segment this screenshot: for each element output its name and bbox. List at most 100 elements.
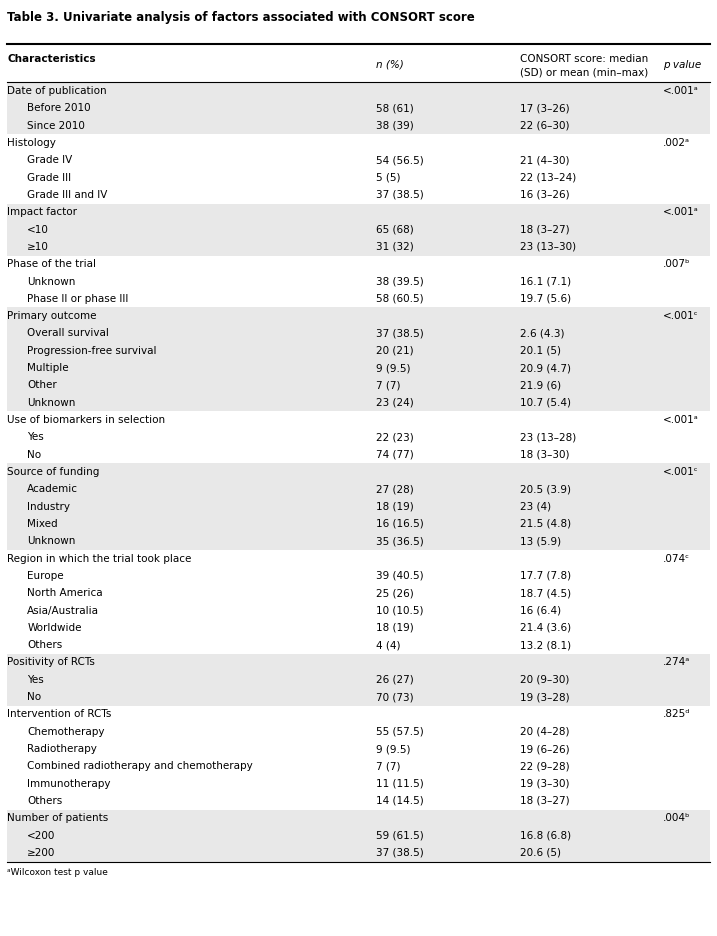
Text: 21.4 (3.6): 21.4 (3.6) bbox=[520, 622, 571, 633]
Text: 9 (9.5): 9 (9.5) bbox=[376, 744, 411, 754]
Text: Region in which the trial took place: Region in which the trial took place bbox=[7, 553, 191, 563]
Text: 39 (40.5): 39 (40.5) bbox=[376, 571, 424, 581]
Text: Others: Others bbox=[27, 796, 62, 806]
Text: 18.7 (4.5): 18.7 (4.5) bbox=[520, 588, 571, 598]
Text: Intervention of RCTs: Intervention of RCTs bbox=[7, 709, 112, 720]
Text: p value: p value bbox=[663, 60, 701, 69]
Text: 27 (28): 27 (28) bbox=[376, 484, 414, 494]
Text: .825ᵈ: .825ᵈ bbox=[663, 709, 690, 720]
Text: ᵃWilcoxon test p value: ᵃWilcoxon test p value bbox=[7, 869, 108, 877]
Text: 5 (5): 5 (5) bbox=[376, 172, 401, 183]
Text: 4 (4): 4 (4) bbox=[376, 640, 401, 651]
Text: 16 (6.4): 16 (6.4) bbox=[520, 606, 561, 616]
Text: 65 (68): 65 (68) bbox=[376, 225, 414, 235]
Text: <.001ᶜ: <.001ᶜ bbox=[663, 467, 699, 477]
Bar bbox=[7, 325, 710, 343]
Bar bbox=[7, 498, 710, 515]
Text: 20.9 (4.7): 20.9 (4.7) bbox=[520, 363, 571, 373]
Text: 37 (38.5): 37 (38.5) bbox=[376, 190, 424, 200]
Text: Unknown: Unknown bbox=[27, 398, 75, 408]
Text: 20.6 (5): 20.6 (5) bbox=[520, 848, 561, 858]
Text: 19.7 (5.6): 19.7 (5.6) bbox=[520, 294, 571, 304]
Text: ≥200: ≥200 bbox=[27, 848, 56, 858]
Bar bbox=[7, 117, 710, 134]
Bar bbox=[7, 343, 710, 359]
Text: 18 (19): 18 (19) bbox=[376, 502, 414, 512]
Text: Mixed: Mixed bbox=[27, 519, 58, 529]
Text: 38 (39.5): 38 (39.5) bbox=[376, 276, 424, 286]
Text: 10.7 (5.4): 10.7 (5.4) bbox=[520, 398, 571, 408]
Bar bbox=[7, 221, 710, 239]
Text: Industry: Industry bbox=[27, 502, 70, 512]
Bar bbox=[7, 810, 710, 827]
Text: n (%): n (%) bbox=[376, 60, 404, 69]
Text: 2.6 (4.3): 2.6 (4.3) bbox=[520, 329, 564, 339]
Text: 13.2 (8.1): 13.2 (8.1) bbox=[520, 640, 571, 651]
Text: Grade IV: Grade IV bbox=[27, 155, 72, 166]
Text: Impact factor: Impact factor bbox=[7, 207, 77, 217]
Bar bbox=[7, 844, 710, 861]
Text: Source of funding: Source of funding bbox=[7, 467, 100, 477]
Text: Grade III: Grade III bbox=[27, 172, 72, 183]
Text: <10: <10 bbox=[27, 225, 49, 235]
Text: 19 (3–28): 19 (3–28) bbox=[520, 692, 569, 702]
Text: <.001ᶜ: <.001ᶜ bbox=[663, 311, 699, 321]
Text: Phase of the trial: Phase of the trial bbox=[7, 259, 96, 270]
Text: Europe: Europe bbox=[27, 571, 64, 581]
Text: 13 (5.9): 13 (5.9) bbox=[520, 536, 561, 547]
Text: 16 (3–26): 16 (3–26) bbox=[520, 190, 569, 200]
Text: 18 (3–27): 18 (3–27) bbox=[520, 796, 569, 806]
Bar bbox=[7, 689, 710, 706]
Text: 16.8 (6.8): 16.8 (6.8) bbox=[520, 830, 571, 841]
Text: Chemotherapy: Chemotherapy bbox=[27, 726, 105, 737]
Text: Positivity of RCTs: Positivity of RCTs bbox=[7, 657, 95, 667]
Text: Phase II or phase III: Phase II or phase III bbox=[27, 294, 128, 304]
Text: 14 (14.5): 14 (14.5) bbox=[376, 796, 424, 806]
Text: 35 (36.5): 35 (36.5) bbox=[376, 536, 424, 547]
Text: 55 (57.5): 55 (57.5) bbox=[376, 726, 424, 737]
Text: 23 (4): 23 (4) bbox=[520, 502, 551, 512]
Bar bbox=[7, 100, 710, 117]
Text: <.001ᵃ: <.001ᵃ bbox=[663, 207, 699, 217]
Text: Unknown: Unknown bbox=[27, 276, 75, 286]
Text: <.001ᵃ: <.001ᵃ bbox=[663, 415, 699, 425]
Text: Multiple: Multiple bbox=[27, 363, 69, 373]
Text: Table 3. Univariate analysis of factors associated with CONSORT score: Table 3. Univariate analysis of factors … bbox=[7, 11, 475, 24]
Text: 19 (6–26): 19 (6–26) bbox=[520, 744, 569, 754]
Bar bbox=[7, 203, 710, 221]
Text: 21.9 (6): 21.9 (6) bbox=[520, 380, 561, 390]
Text: .002ᵃ: .002ᵃ bbox=[663, 138, 690, 148]
Text: 17.7 (7.8): 17.7 (7.8) bbox=[520, 571, 571, 581]
Text: 22 (9–28): 22 (9–28) bbox=[520, 761, 569, 771]
Text: Other: Other bbox=[27, 380, 57, 390]
Text: 23 (13–30): 23 (13–30) bbox=[520, 241, 576, 252]
Text: Before 2010: Before 2010 bbox=[27, 103, 91, 113]
Bar bbox=[7, 653, 710, 671]
Text: <.001ᵃ: <.001ᵃ bbox=[663, 86, 699, 96]
Text: No: No bbox=[27, 692, 42, 702]
Text: 7 (7): 7 (7) bbox=[376, 761, 401, 771]
Text: Immunotherapy: Immunotherapy bbox=[27, 779, 110, 789]
Text: Worldwide: Worldwide bbox=[27, 622, 82, 633]
Bar bbox=[7, 463, 710, 481]
Text: No: No bbox=[27, 449, 42, 460]
Text: 20 (9–30): 20 (9–30) bbox=[520, 675, 569, 685]
Text: 54 (56.5): 54 (56.5) bbox=[376, 155, 424, 166]
Bar bbox=[7, 481, 710, 498]
Text: 22 (23): 22 (23) bbox=[376, 432, 414, 443]
Text: Progression-free survival: Progression-free survival bbox=[27, 345, 157, 356]
Text: Histology: Histology bbox=[7, 138, 56, 148]
Bar bbox=[7, 239, 710, 256]
Text: 11 (11.5): 11 (11.5) bbox=[376, 779, 424, 789]
Text: Characteristics: Characteristics bbox=[7, 54, 96, 65]
Text: 59 (61.5): 59 (61.5) bbox=[376, 830, 424, 841]
Text: 18 (19): 18 (19) bbox=[376, 622, 414, 633]
Text: 58 (60.5): 58 (60.5) bbox=[376, 294, 424, 304]
Text: CONSORT score: median
(SD) or mean (min–max): CONSORT score: median (SD) or mean (min–… bbox=[520, 54, 648, 78]
Text: 9 (9.5): 9 (9.5) bbox=[376, 363, 411, 373]
Text: Grade III and IV: Grade III and IV bbox=[27, 190, 108, 200]
Text: Asia/Australia: Asia/Australia bbox=[27, 606, 99, 616]
Bar bbox=[7, 533, 710, 550]
Bar bbox=[7, 359, 710, 377]
Bar bbox=[7, 82, 710, 100]
